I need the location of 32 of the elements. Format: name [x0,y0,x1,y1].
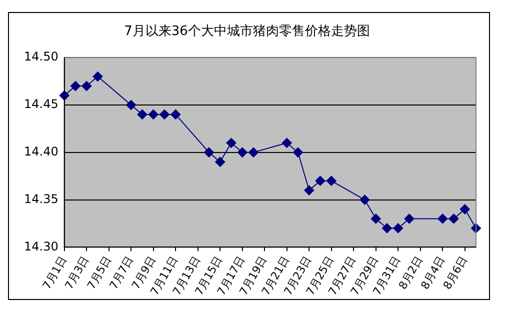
point [204,147,214,158]
point [404,214,414,224]
point [92,72,103,82]
point [215,156,226,167]
point [282,138,292,148]
point [237,147,248,158]
chart-title: 7月以来36个大中城市猪肉零售价格走势图 [124,24,370,40]
point [159,109,170,120]
point [326,176,336,186]
point [438,214,448,224]
point [360,194,370,205]
point [448,214,459,224]
y-tick-label: 14.35 [24,192,58,206]
y-tick-label: 14.50 [24,50,58,64]
point [137,109,148,120]
point [126,100,136,110]
point [460,204,470,214]
point [248,147,258,158]
y-tick-label: 14.40 [24,144,58,159]
y-tick-label: 14.45 [24,97,58,112]
point [370,214,381,224]
point [70,81,80,92]
point [393,223,404,234]
point [304,185,314,196]
point [148,109,158,120]
point [382,223,392,234]
point [82,81,92,92]
point [292,147,303,158]
point [226,138,236,148]
point [315,176,326,186]
point [170,109,181,120]
y-tick-label: 14.30 [24,239,58,254]
